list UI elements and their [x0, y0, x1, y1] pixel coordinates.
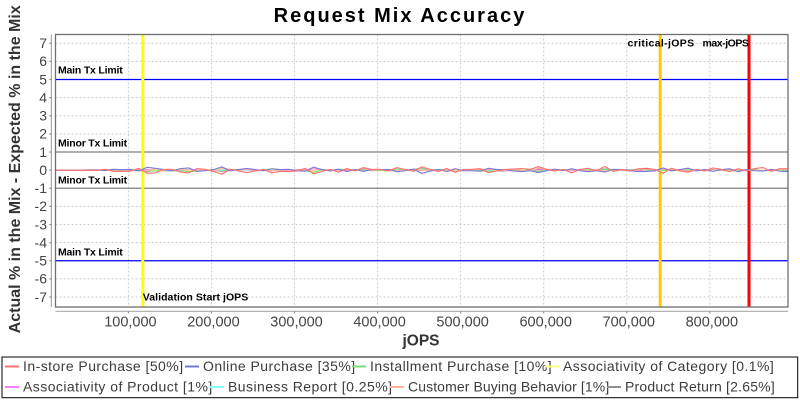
svg-text:jOPS: jOPS: [401, 333, 439, 350]
svg-text:Customer Buying Behavior [1%]: Customer Buying Behavior [1%]: [408, 378, 609, 394]
svg-text:Main Tx Limit: Main Tx Limit: [58, 247, 123, 259]
svg-text:Associativity of Category [0.1: Associativity of Category [0.1%]: [563, 358, 774, 374]
svg-text:0: 0: [39, 162, 47, 178]
svg-text:600,000: 600,000: [519, 314, 571, 330]
svg-text:Minor Tx Limit: Minor Tx Limit: [58, 138, 128, 150]
svg-text:-7: -7: [35, 289, 48, 305]
svg-text:-5: -5: [35, 253, 48, 269]
svg-text:800,000: 800,000: [686, 314, 738, 330]
svg-text:-3: -3: [35, 216, 48, 232]
svg-text:-4: -4: [35, 234, 48, 250]
svg-text:Minor Tx Limit: Minor Tx Limit: [58, 175, 128, 187]
svg-text:300,000: 300,000: [270, 314, 322, 330]
svg-text:700,000: 700,000: [603, 314, 655, 330]
svg-text:500,000: 500,000: [436, 314, 488, 330]
svg-text:400,000: 400,000: [353, 314, 405, 330]
svg-text:Request Mix Accuracy: Request Mix Accuracy: [274, 5, 527, 27]
svg-text:Business Report [0.25%]: Business Report [0.25%]: [228, 378, 392, 394]
svg-text:4: 4: [39, 89, 47, 105]
svg-text:Validation Start jOPS: Validation Start jOPS: [143, 292, 249, 304]
svg-text:Associativity of Product [1%]: Associativity of Product [1%]: [23, 378, 213, 394]
svg-text:7: 7: [39, 35, 47, 51]
svg-text:2: 2: [39, 126, 47, 142]
svg-text:6: 6: [39, 53, 47, 69]
svg-text:Main Tx Limit: Main Tx Limit: [58, 65, 123, 77]
svg-text:In-store Purchase [50%]: In-store Purchase [50%]: [23, 358, 184, 374]
svg-text:-2: -2: [35, 198, 48, 214]
svg-text:3: 3: [39, 108, 47, 124]
svg-text:Product Return [2.65%]: Product Return [2.65%]: [625, 378, 775, 394]
svg-text:5: 5: [39, 71, 47, 87]
svg-text:100,000: 100,000: [104, 314, 156, 330]
svg-text:-6: -6: [35, 271, 48, 287]
svg-text:-1: -1: [35, 180, 48, 196]
svg-text:critical-jOPS: critical-jOPS: [628, 38, 695, 50]
svg-text:Actual % in the Mix - Expected: Actual % in the Mix - Expected % in the …: [7, 5, 24, 333]
svg-text:200,000: 200,000: [187, 314, 239, 330]
svg-text:Installment Purchase [10%]: Installment Purchase [10%]: [370, 358, 552, 374]
svg-text:1: 1: [39, 144, 47, 160]
svg-text:max-jOPS: max-jOPS: [702, 38, 748, 50]
svg-text:Online Purchase [35%]: Online Purchase [35%]: [203, 358, 356, 374]
